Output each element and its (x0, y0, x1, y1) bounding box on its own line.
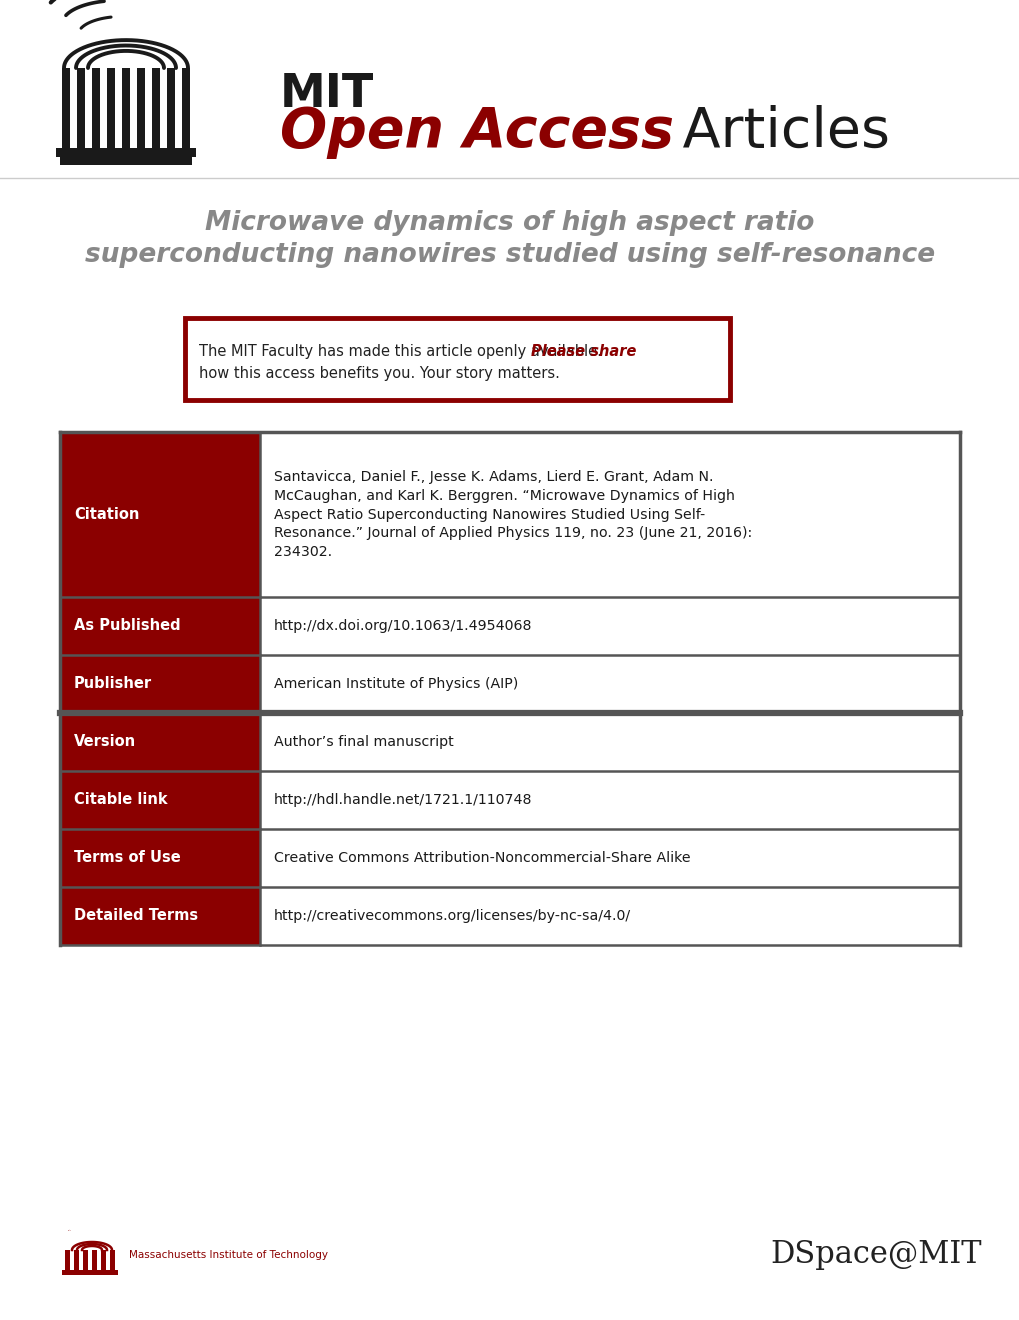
Bar (60, 829, 260, 887)
Bar (60, 597, 260, 655)
Text: how this access benefits you. Your story matters.: how this access benefits you. Your story… (199, 366, 559, 381)
Bar (60, 713, 260, 771)
Text: superconducting nanowires studied using self-resonance: superconducting nanowires studied using … (85, 242, 934, 268)
Bar (110, 1250, 115, 1270)
Bar (56, 148, 196, 157)
Text: Open Access: Open Access (280, 106, 674, 158)
Bar (60, 887, 260, 945)
Bar (60, 655, 260, 713)
Bar (260, 771, 959, 829)
Text: Detailed Terms: Detailed Terms (74, 908, 198, 924)
Text: Articles: Articles (664, 106, 890, 158)
Bar (74, 1250, 78, 1270)
Text: As Published: As Published (74, 619, 180, 634)
Bar (92, 1250, 97, 1270)
Text: The MIT Faculty has made this article openly available.: The MIT Faculty has made this article op… (199, 345, 606, 359)
Bar (60, 157, 192, 165)
Text: Citation: Citation (74, 507, 140, 521)
Bar (260, 887, 959, 945)
Text: Please share: Please share (531, 345, 636, 359)
Text: http://dx.doi.org/10.1063/1.4954068: http://dx.doi.org/10.1063/1.4954068 (274, 619, 532, 634)
Text: Santavicca, Daniel F., Jesse K. Adams, Lierd E. Grant, Adam N.
McCaughan, and Ka: Santavicca, Daniel F., Jesse K. Adams, L… (274, 470, 752, 560)
Text: http://creativecommons.org/licenses/by-nc-sa/4.0/: http://creativecommons.org/licenses/by-n… (274, 909, 631, 923)
Bar (260, 432, 959, 597)
Bar (167, 69, 175, 148)
Text: http://hdl.handle.net/1721.1/110748: http://hdl.handle.net/1721.1/110748 (274, 793, 532, 807)
Bar (62, 1270, 118, 1275)
Text: Publisher: Publisher (74, 676, 152, 692)
Bar (60, 771, 260, 829)
Bar (260, 597, 959, 655)
Text: MIT: MIT (280, 73, 374, 117)
Bar (65, 1250, 70, 1270)
Bar (107, 69, 115, 148)
Bar (83, 1250, 88, 1270)
Text: Massachusetts Institute of Technology: Massachusetts Institute of Technology (128, 1250, 328, 1261)
Bar (137, 69, 145, 148)
Bar (152, 69, 160, 148)
Bar (122, 69, 129, 148)
Bar (101, 1250, 106, 1270)
Bar (260, 655, 959, 713)
Text: Version: Version (74, 734, 136, 750)
Text: Creative Commons Attribution-Noncommercial-Share Alike: Creative Commons Attribution-Noncommerci… (274, 851, 690, 865)
Text: Author’s final manuscript: Author’s final manuscript (274, 735, 453, 748)
Text: DSpace@MIT: DSpace@MIT (769, 1239, 980, 1270)
Bar (92, 69, 100, 148)
Bar (260, 713, 959, 771)
Text: American Institute of Physics (AIP): American Institute of Physics (AIP) (274, 677, 518, 690)
Bar (181, 69, 190, 148)
Text: Mĭ T: Mĭ T (68, 1229, 70, 1230)
Bar (60, 432, 260, 597)
Text: Microwave dynamics of high aspect ratio: Microwave dynamics of high aspect ratio (205, 210, 814, 236)
Text: Citable link: Citable link (74, 792, 167, 808)
Bar (260, 829, 959, 887)
Bar (62, 69, 70, 148)
FancyBboxPatch shape (184, 318, 730, 400)
Bar (76, 69, 85, 148)
Text: Terms of Use: Terms of Use (74, 850, 180, 866)
